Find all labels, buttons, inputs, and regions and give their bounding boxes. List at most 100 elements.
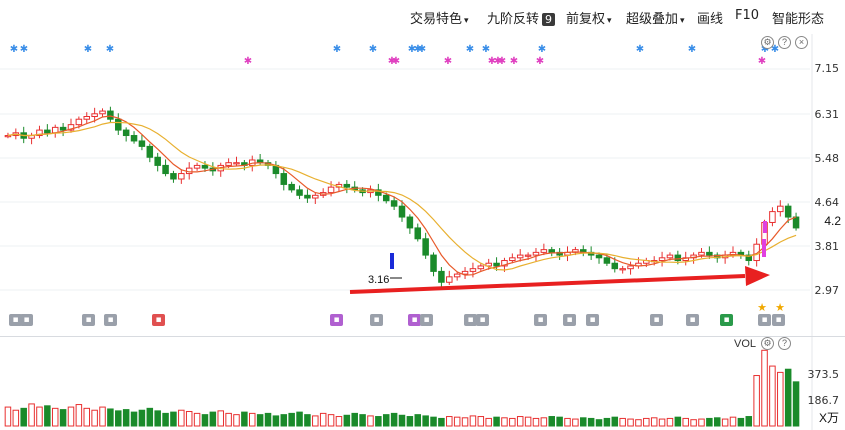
volume-bar [469,415,477,427]
star-blue-icon: ✱ [636,44,644,55]
event-marker-icon[interactable]: ▪ [330,314,343,326]
vol-help-icon[interactable]: ? [778,337,791,350]
volume-bar [438,417,445,427]
candle [201,164,209,169]
event-marker-icon[interactable]: ▪ [758,314,771,326]
volume-bar [682,417,689,427]
event-marker-icon[interactable]: ▪ [534,314,547,326]
volume-bar [769,365,776,427]
event-marker-icon[interactable]: ▪ [82,314,95,326]
star-blue-icon: ✱ [414,44,422,55]
toolbar-item-2[interactable]: 前复权 ▾ [566,8,612,27]
settings-icon[interactable]: ⚙ [761,36,774,49]
volume-bar [516,416,524,427]
volume-bar [12,409,20,427]
close-icon[interactable]: × [795,36,808,49]
current-price-label: 4.2 [822,214,843,228]
candle [162,164,169,175]
volume-bar [83,407,91,427]
event-marker-icon[interactable]: ▪ [104,314,117,326]
candle [777,205,784,213]
toolbar-item-4[interactable]: 画线 [697,8,723,27]
star-pink-icon: ✱ [444,56,452,67]
candle [509,257,516,262]
vol-settings-icon[interactable]: ⚙ [761,337,774,350]
star-pink-icon: ✱ [758,56,766,67]
event-marker-icon[interactable]: ▪ [563,314,576,326]
event-marker-icon[interactable]: ▪ [720,314,733,326]
toolbar-item-0[interactable]: 交易特色 ▾ [410,8,469,27]
toolbar-item-label: F10 [735,8,760,23]
toolbar-item-6[interactable]: 智能形态 [772,8,824,27]
volume-bar [532,417,540,427]
toolbar-item-3[interactable]: 超级叠加 ▾ [626,8,685,27]
volume-bar [209,411,217,427]
event-marker-icon[interactable]: ▪ [586,314,599,326]
candle [769,211,776,223]
volume-bar [319,412,327,427]
candle [753,243,760,262]
candle [493,262,500,267]
help-icon[interactable]: ? [778,36,791,49]
volume-bar [509,417,516,427]
volume-bar [792,381,800,427]
volume-bar [115,410,122,427]
event-marker-icon[interactable]: ▪ [476,314,489,326]
toolbar-item-1[interactable]: 九阶反转 9 [487,8,556,27]
event-marker-icon[interactable]: ▪ [420,314,433,326]
volume-bar [446,416,453,427]
candle [501,260,508,267]
chart-toolbar: 交易特色 ▾ 九阶反转 9 前复权 ▾ 超级叠加 ▾ 画线 F10 智能形态 [0,0,845,34]
toolbar-item-label: 画线 [697,12,724,27]
volume-bar [4,406,12,427]
star-blue-icon: ✱ [538,44,546,55]
event-marker-icon[interactable]: ▪ [650,314,663,326]
candle [469,268,477,272]
volume-bar [761,349,768,427]
candle [446,276,453,283]
event-marker-icon[interactable]: ▪ [152,314,165,326]
star-pink-icon: ✱ [510,56,518,67]
volume-bar [162,412,169,427]
candle [611,262,619,270]
candle [627,265,634,270]
volume-svg [0,336,845,430]
volume-bar [280,414,288,427]
star-blue-icon: ✱ [418,44,426,55]
event-marker-icon[interactable]: ▪ [9,314,22,326]
volume-bar [706,417,713,427]
volume-bar [20,407,27,427]
toolbar-item-5[interactable]: F10 [735,8,759,23]
volume-bar [312,415,319,427]
event-marker-icon[interactable]: ▪ [20,314,33,326]
star-blue-icon: ✱ [408,44,416,55]
candle [603,257,611,264]
chevron-down-icon: ▾ [607,16,612,26]
candle [619,268,626,271]
event-marker-icon[interactable]: ▪ [408,314,421,326]
volume-bar [36,406,43,427]
event-marker-icon[interactable]: ▪ [772,314,785,326]
volume-bar [501,417,508,427]
price-chart[interactable]: ✱ ✱ ✱ ✱ ✱ ✱ ✱ ✱ ✱ ✱ ✱ ✱ ✱ ✱ ✱ ✱ ✱ ✱ ✱ ✱ ✱ ✱ ✱ ✱ ✱ ✱ ★ ★ ⚙ ? × 7.15 6… [0,34,845,336]
chevron-down-icon: ▾ [464,16,469,26]
toolbar-item-label: 智能形态 [772,12,825,27]
volume-chart[interactable]: VOL ⚙ ? 373.5 186.7 X万 [0,336,845,430]
event-marker-icon[interactable]: ▪ [686,314,699,326]
volume-bar [611,416,619,427]
volume-bar [477,416,485,427]
ma-long-line [7,121,797,271]
event-marker-icon[interactable]: ▪ [370,314,383,326]
ma-short-line [7,115,797,276]
candle [327,186,335,194]
volume-bar [304,414,311,427]
volume-bar [390,412,398,427]
candle [375,189,382,196]
volume-bar [430,416,437,427]
volume-bar [627,418,634,427]
event-marker-icon[interactable]: ▪ [464,314,477,326]
candle [44,129,51,134]
candle [406,216,414,229]
volume-bar [406,416,414,427]
candle [67,124,75,131]
